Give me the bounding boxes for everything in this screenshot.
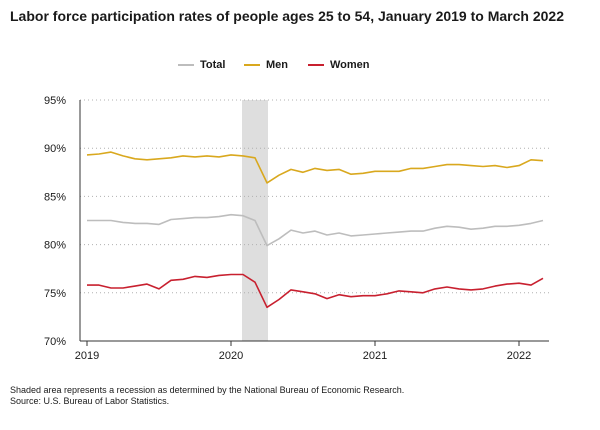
legend-item-total: Total [178,57,225,73]
chart-legend: Total Men Women [0,57,600,73]
chart-footer: Shaded area represents a recession as de… [10,385,404,407]
legend-item-women: Women [308,57,370,73]
legend-swatch-men [244,64,260,66]
y-tick-label: 80% [44,240,66,252]
legend-item-men: Men [244,57,288,73]
legend-label-men: Men [266,59,288,71]
y-tick-label: 85% [44,191,66,203]
y-tick-label: 75% [44,288,66,300]
recession-note: Shaded area represents a recession as de… [10,385,405,395]
chart-title: Labor force participation rates of peopl… [10,8,564,24]
y-tick-label: 95% [44,95,66,107]
legend-label-total: Total [200,59,226,71]
x-tick-label: 2019 [75,350,99,362]
x-tick-label: 2021 [363,350,387,362]
legend-swatch-women [308,64,324,66]
series-line-total [87,213,544,247]
x-tick-label: 2022 [507,350,531,362]
series-line-men [86,151,544,184]
y-tick-label: 70% [44,336,66,348]
legend-label-women: Women [330,59,370,71]
legend-swatch-total [178,64,194,66]
y-tick-label: 90% [44,143,66,155]
x-tick-label: 2020 [219,350,243,362]
source-note: Source: U.S. Bureau of Labor Statistics. [10,396,170,406]
series-line-women [87,273,544,309]
